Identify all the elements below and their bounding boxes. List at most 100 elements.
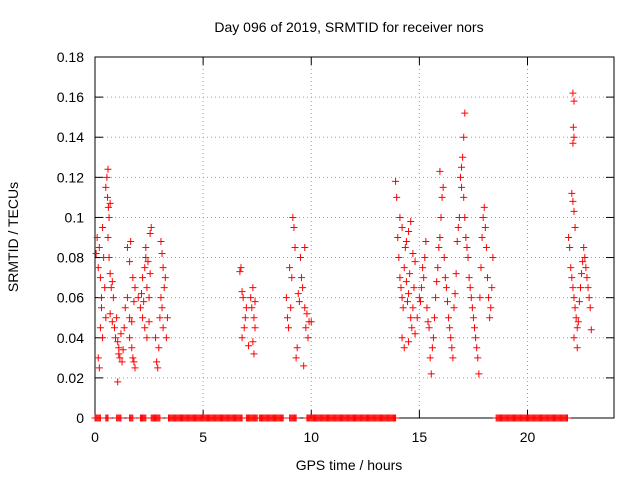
data-point (287, 304, 295, 312)
data-point (106, 270, 114, 278)
y-tick-label: 0.14 (57, 129, 84, 145)
data-point (128, 318, 136, 326)
data-point (437, 213, 445, 221)
x-tick-label: 0 (91, 429, 99, 445)
data-point (392, 414, 400, 422)
data-point (477, 264, 485, 272)
data-point (447, 334, 455, 342)
data-point (241, 314, 249, 322)
grid-lines (95, 57, 614, 418)
y-tick-label: 0 (76, 410, 84, 426)
data-point (452, 270, 460, 278)
data-point (154, 364, 162, 372)
data-point (568, 189, 576, 197)
axis-tick-labels: 0 0.02 0.04 0.06 0.08 0.1 0.12 0.14 0.16 0.18 0 5 10… (57, 49, 536, 445)
data-point (97, 304, 105, 312)
data-point (92, 250, 100, 258)
data-point (473, 344, 481, 352)
data-point (95, 244, 103, 252)
data-point (411, 258, 419, 266)
data-point (152, 334, 160, 342)
data-point (119, 346, 127, 354)
data-point (114, 338, 122, 346)
data-point (480, 203, 488, 211)
y-tick-label: 0.16 (57, 89, 84, 105)
data-point (249, 338, 257, 346)
data-point (466, 284, 474, 292)
data-point (237, 264, 245, 272)
data-point (581, 254, 589, 262)
data-point (453, 238, 461, 246)
data-point (298, 274, 306, 282)
data-point (141, 264, 149, 272)
data-point (485, 294, 493, 302)
data-point (136, 304, 144, 312)
data-point (474, 354, 482, 362)
data-point (117, 414, 125, 422)
data-point (292, 414, 300, 422)
data-point (130, 358, 138, 366)
data-point (114, 378, 122, 386)
data-point (160, 284, 168, 292)
data-point (108, 278, 116, 286)
data-point (461, 213, 469, 221)
data-point (145, 294, 153, 302)
data-point (584, 284, 592, 292)
data-point (583, 274, 591, 282)
data-point (395, 254, 403, 262)
data-point (434, 264, 442, 272)
data-point (139, 314, 147, 322)
data-point (411, 330, 419, 338)
data-point (107, 284, 115, 292)
data-point (131, 364, 139, 372)
data-point (568, 274, 576, 282)
data-point (104, 414, 112, 422)
data-point (421, 254, 429, 262)
data-point (293, 344, 301, 352)
data-point (249, 284, 257, 292)
data-point (251, 298, 259, 306)
data-point (573, 324, 581, 332)
data-point (459, 153, 467, 161)
data-point (580, 244, 588, 252)
data-point (146, 229, 154, 237)
data-point (250, 314, 258, 322)
data-point (301, 244, 309, 252)
data-point (440, 254, 448, 262)
data-point (393, 193, 401, 201)
data-point (106, 310, 114, 318)
data-point (438, 193, 446, 201)
data-point (449, 354, 457, 362)
data-point (407, 217, 415, 225)
data-point (285, 324, 293, 332)
data-point (397, 284, 405, 292)
data-point (478, 234, 486, 241)
data-point (96, 324, 104, 332)
data-point (416, 298, 424, 306)
data-point (396, 274, 404, 282)
data-point (141, 324, 149, 332)
y-tick-label: 0.12 (57, 169, 84, 185)
data-point (103, 173, 111, 181)
data-point (479, 213, 487, 221)
data-point (464, 254, 472, 262)
data-point (433, 278, 441, 286)
data-point (446, 324, 454, 332)
data-point (400, 264, 408, 272)
data-point (576, 284, 584, 292)
data-point (248, 304, 256, 312)
data-point (586, 304, 594, 312)
data-point (418, 284, 426, 292)
data-point (420, 274, 428, 282)
data-point (454, 223, 462, 231)
data-point (159, 264, 167, 272)
data-point (142, 254, 150, 262)
data-point (423, 304, 431, 312)
data-point (424, 318, 432, 326)
data-point (299, 284, 307, 292)
data-point (137, 290, 145, 298)
data-point (570, 97, 578, 105)
data-point (572, 314, 580, 322)
data-point (487, 304, 495, 312)
data-point (115, 350, 123, 358)
